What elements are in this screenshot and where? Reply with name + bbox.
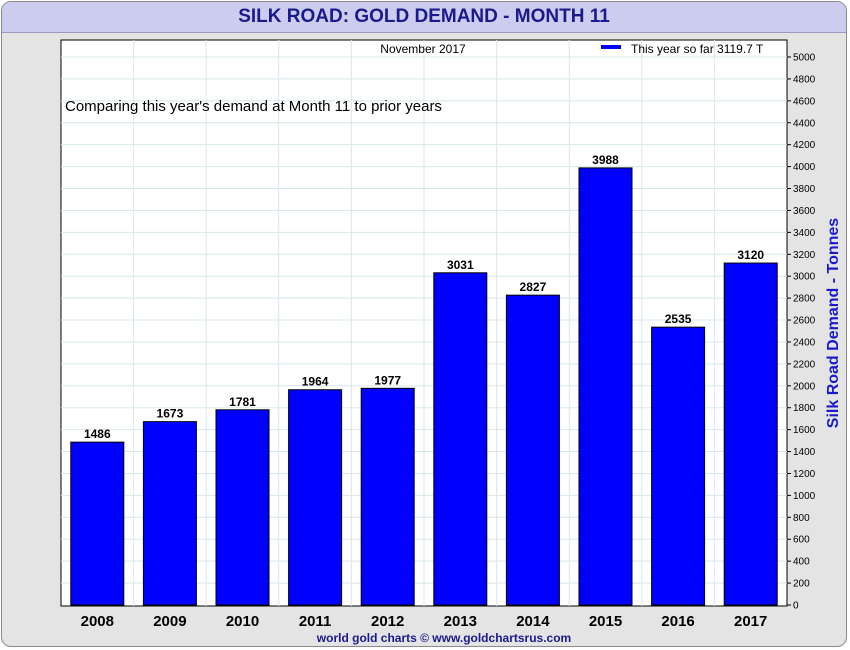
y-tick-label: 1200 [793,469,816,480]
x-tick-label-2008: 2008 [81,613,114,630]
y-tick-label: 0 [793,601,799,612]
y-tick-label: 3400 [793,228,816,239]
y-tick-label: 1400 [793,447,816,458]
bar-2015 [578,167,633,606]
y-tick-label: 400 [793,557,810,568]
x-tick-label-2009: 2009 [153,613,186,630]
bar-2016 [651,326,706,606]
y-tick-label: 3200 [793,250,816,261]
y-tick-label: 4400 [793,118,816,129]
y-tick-label: 2600 [793,316,816,327]
x-tick-label-2016: 2016 [661,613,694,630]
bar-2008 [70,441,125,606]
y-axis-ticks: 0 200 400 600 800 1000 1200 1400 1600 1800 2000 220… [787,53,816,612]
value-label-2012: 1977 [374,373,401,387]
bar-2012 [360,387,415,606]
y-tick-label: 2400 [793,337,816,348]
value-label-2009: 1673 [157,407,184,421]
value-label-2010: 1781 [229,395,256,409]
value-label-2015: 3988 [592,153,619,167]
bar-2009 [142,421,197,606]
x-tick-label-2017: 2017 [734,613,767,630]
bar-2010 [215,409,270,606]
bar-2017 [723,262,778,606]
value-label-2014: 2827 [520,280,547,294]
y-tick-label: 4200 [793,140,816,151]
bar-2013 [433,272,488,606]
legend-entry: This year so far 3119.7 T [631,42,764,56]
y-tick-label: 600 [793,535,810,546]
chart-title: SILK ROAD: GOLD DEMAND - MONTH 11 [238,6,610,27]
y-tick-label: 4800 [793,74,816,85]
bars [70,167,778,606]
y-tick-label: 3800 [793,184,816,195]
value-label-2011: 1964 [302,375,329,389]
x-tick-label-2014: 2014 [516,613,550,630]
y-tick-label: 800 [793,513,810,524]
y-tick-label: 4000 [793,162,816,173]
x-tick-label-2015: 2015 [589,613,622,630]
value-label-2013: 3031 [447,258,474,272]
x-tick-label-2011: 2011 [299,613,332,630]
y-tick-label: 2200 [793,359,816,370]
value-labels: 1486 1673 1781 1964 1977 3031 2827 3988 2535 3120 [84,153,764,441]
credit-line: world gold charts © www.goldchartsrus.co… [316,631,571,645]
comparison-note: Comparing this year's demand at Month 11… [65,98,442,115]
y-tick-label: 3600 [793,206,816,217]
y-tick-label: 1800 [793,403,816,414]
x-axis-labels: 2008 2009 2010 2011 2012 2013 2014 2015 2016 2017 [81,613,768,630]
y-tick-label: 200 [793,579,810,590]
value-label-2017: 3120 [737,248,764,262]
period-label: November 2017 [380,42,466,56]
y-tick-label: 2000 [793,381,816,392]
y-tick-label: 5000 [793,53,816,64]
y-tick-label: 1000 [793,491,816,502]
y-tick-label: 2800 [793,294,816,305]
y-axis-title: Silk Road Demand - Tonnes [825,218,842,429]
legend-swatch [601,45,621,49]
bar-2011 [288,389,343,606]
y-tick-label: 1600 [793,425,816,436]
y-tick-label: 4600 [793,96,816,107]
value-label-2008: 1486 [84,427,111,441]
y-tick-label: 3000 [793,272,816,283]
title-bar: SILK ROAD: GOLD DEMAND - MONTH 11 [2,2,846,33]
x-tick-label-2012: 2012 [371,613,404,630]
x-tick-label-2010: 2010 [226,613,259,630]
value-label-2016: 2535 [665,312,692,326]
x-tick-label-2013: 2013 [444,613,477,630]
bar-2014 [505,294,560,606]
